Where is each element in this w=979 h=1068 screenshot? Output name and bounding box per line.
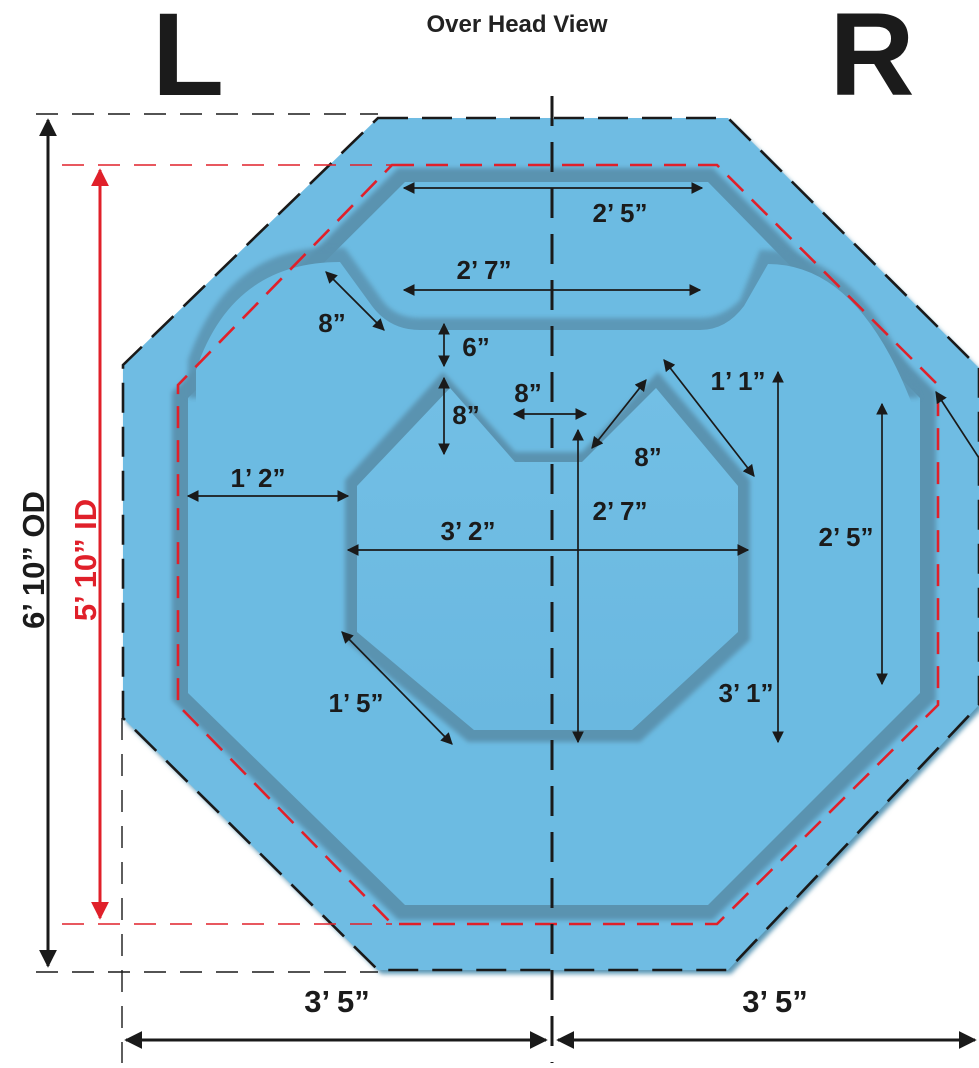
id-label: 5’ 10” ID bbox=[68, 499, 103, 621]
floor-ur-diag-arrow bbox=[663, 359, 755, 477]
notch-diag-label: 8” bbox=[634, 442, 661, 472]
right-edge-diag-arrow bbox=[935, 391, 979, 459]
right-half-label: 3’ 5” bbox=[742, 984, 808, 1019]
seat-edge-diag-label: 8” bbox=[318, 308, 345, 338]
floor-width-label: 3’ 2” bbox=[441, 516, 496, 546]
left-side-label: L bbox=[152, 0, 224, 121]
left-bench-label: 1’ 2” bbox=[231, 463, 286, 493]
floor-ll-diag-label: 1’ 5” bbox=[329, 688, 384, 718]
notch-diag-arrow bbox=[591, 379, 647, 449]
notch-width-label: 8” bbox=[514, 378, 541, 408]
id-outline bbox=[176, 163, 940, 926]
right-bench-label: 2’ 5” bbox=[819, 522, 874, 552]
notch-depth-label: 8” bbox=[452, 400, 479, 430]
right-side-label: R bbox=[829, 0, 914, 121]
floor-ur-diag-label: 1’ 1” bbox=[711, 366, 766, 396]
seat-edge-diag-arrow bbox=[325, 271, 385, 331]
right-floor-label: 3’ 1” bbox=[719, 678, 774, 708]
seat-gap-label: 6” bbox=[462, 332, 489, 362]
view-title: Over Head View bbox=[427, 11, 608, 38]
top-bench-label: 2’ 5” bbox=[593, 198, 648, 228]
floor-ll-diag-arrow bbox=[341, 631, 453, 745]
left-half-label: 3’ 5” bbox=[304, 984, 370, 1019]
od-label: 6’ 10” OD bbox=[16, 491, 51, 629]
seat-back-label: 2’ 7” bbox=[457, 255, 512, 285]
notch-bottom-label: 2’ 7” bbox=[593, 496, 648, 526]
od-outline bbox=[121, 116, 979, 972]
